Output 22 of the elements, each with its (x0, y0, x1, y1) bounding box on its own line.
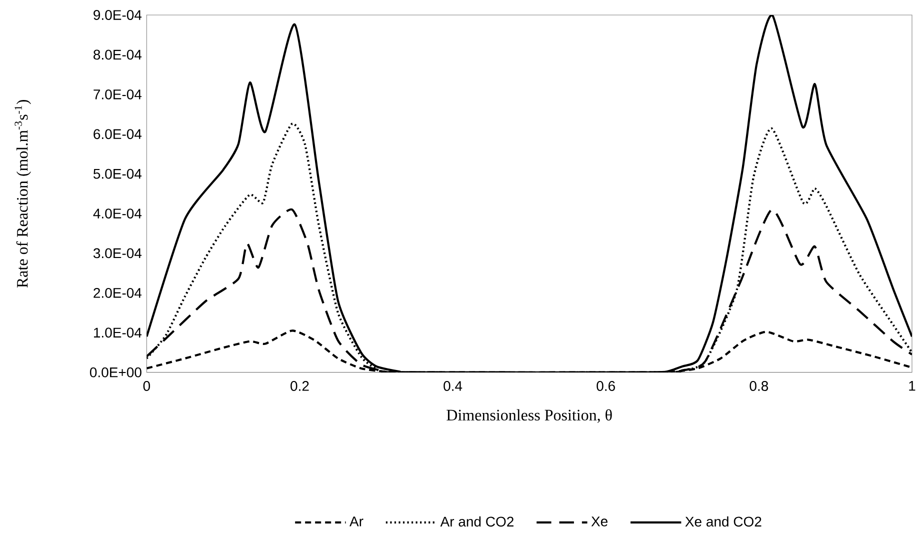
y-tick-label: 2.0E-04 (94, 288, 142, 298)
y-tick-label: 5.0E-04 (93, 168, 142, 179)
y-axis-title: Rate of Reaction (mol.m$^{-3}$s$^{-1}$) (14, 100, 31, 288)
y-tick-label: 0.0E+00 (90, 367, 142, 378)
y-tick-label: 1.0E-04 (94, 328, 142, 338)
y-tick-label: 8.0E-04 (94, 50, 142, 60)
y-tick-label: 9.0E-04 (94, 10, 142, 20)
x-tick-label: 0.8 (750, 381, 768, 391)
legend-label: Xe (591, 516, 608, 526)
x-tick-label: 0.6 (596, 381, 615, 391)
x-tick-label: 0 (143, 381, 150, 391)
x-axis-title: Dimensionless Position, θ (446, 409, 612, 423)
legend-label: Ar and CO2 (440, 516, 514, 527)
legend-label: Xe and CO2 (685, 516, 762, 527)
y-tick-label: 3.0E-04 (93, 248, 142, 258)
legend-label: Ar (350, 516, 364, 526)
x-tick-label: 0.2 (290, 381, 309, 391)
y-tick-label: 4.0E-04 (93, 208, 142, 218)
x-tick-label: 0.4 (444, 381, 462, 391)
y-tick-label: 6.0E-04 (94, 129, 142, 140)
y-tick-label: 7.0E-04 (94, 89, 142, 100)
x-tick-label: 1 (909, 381, 916, 391)
